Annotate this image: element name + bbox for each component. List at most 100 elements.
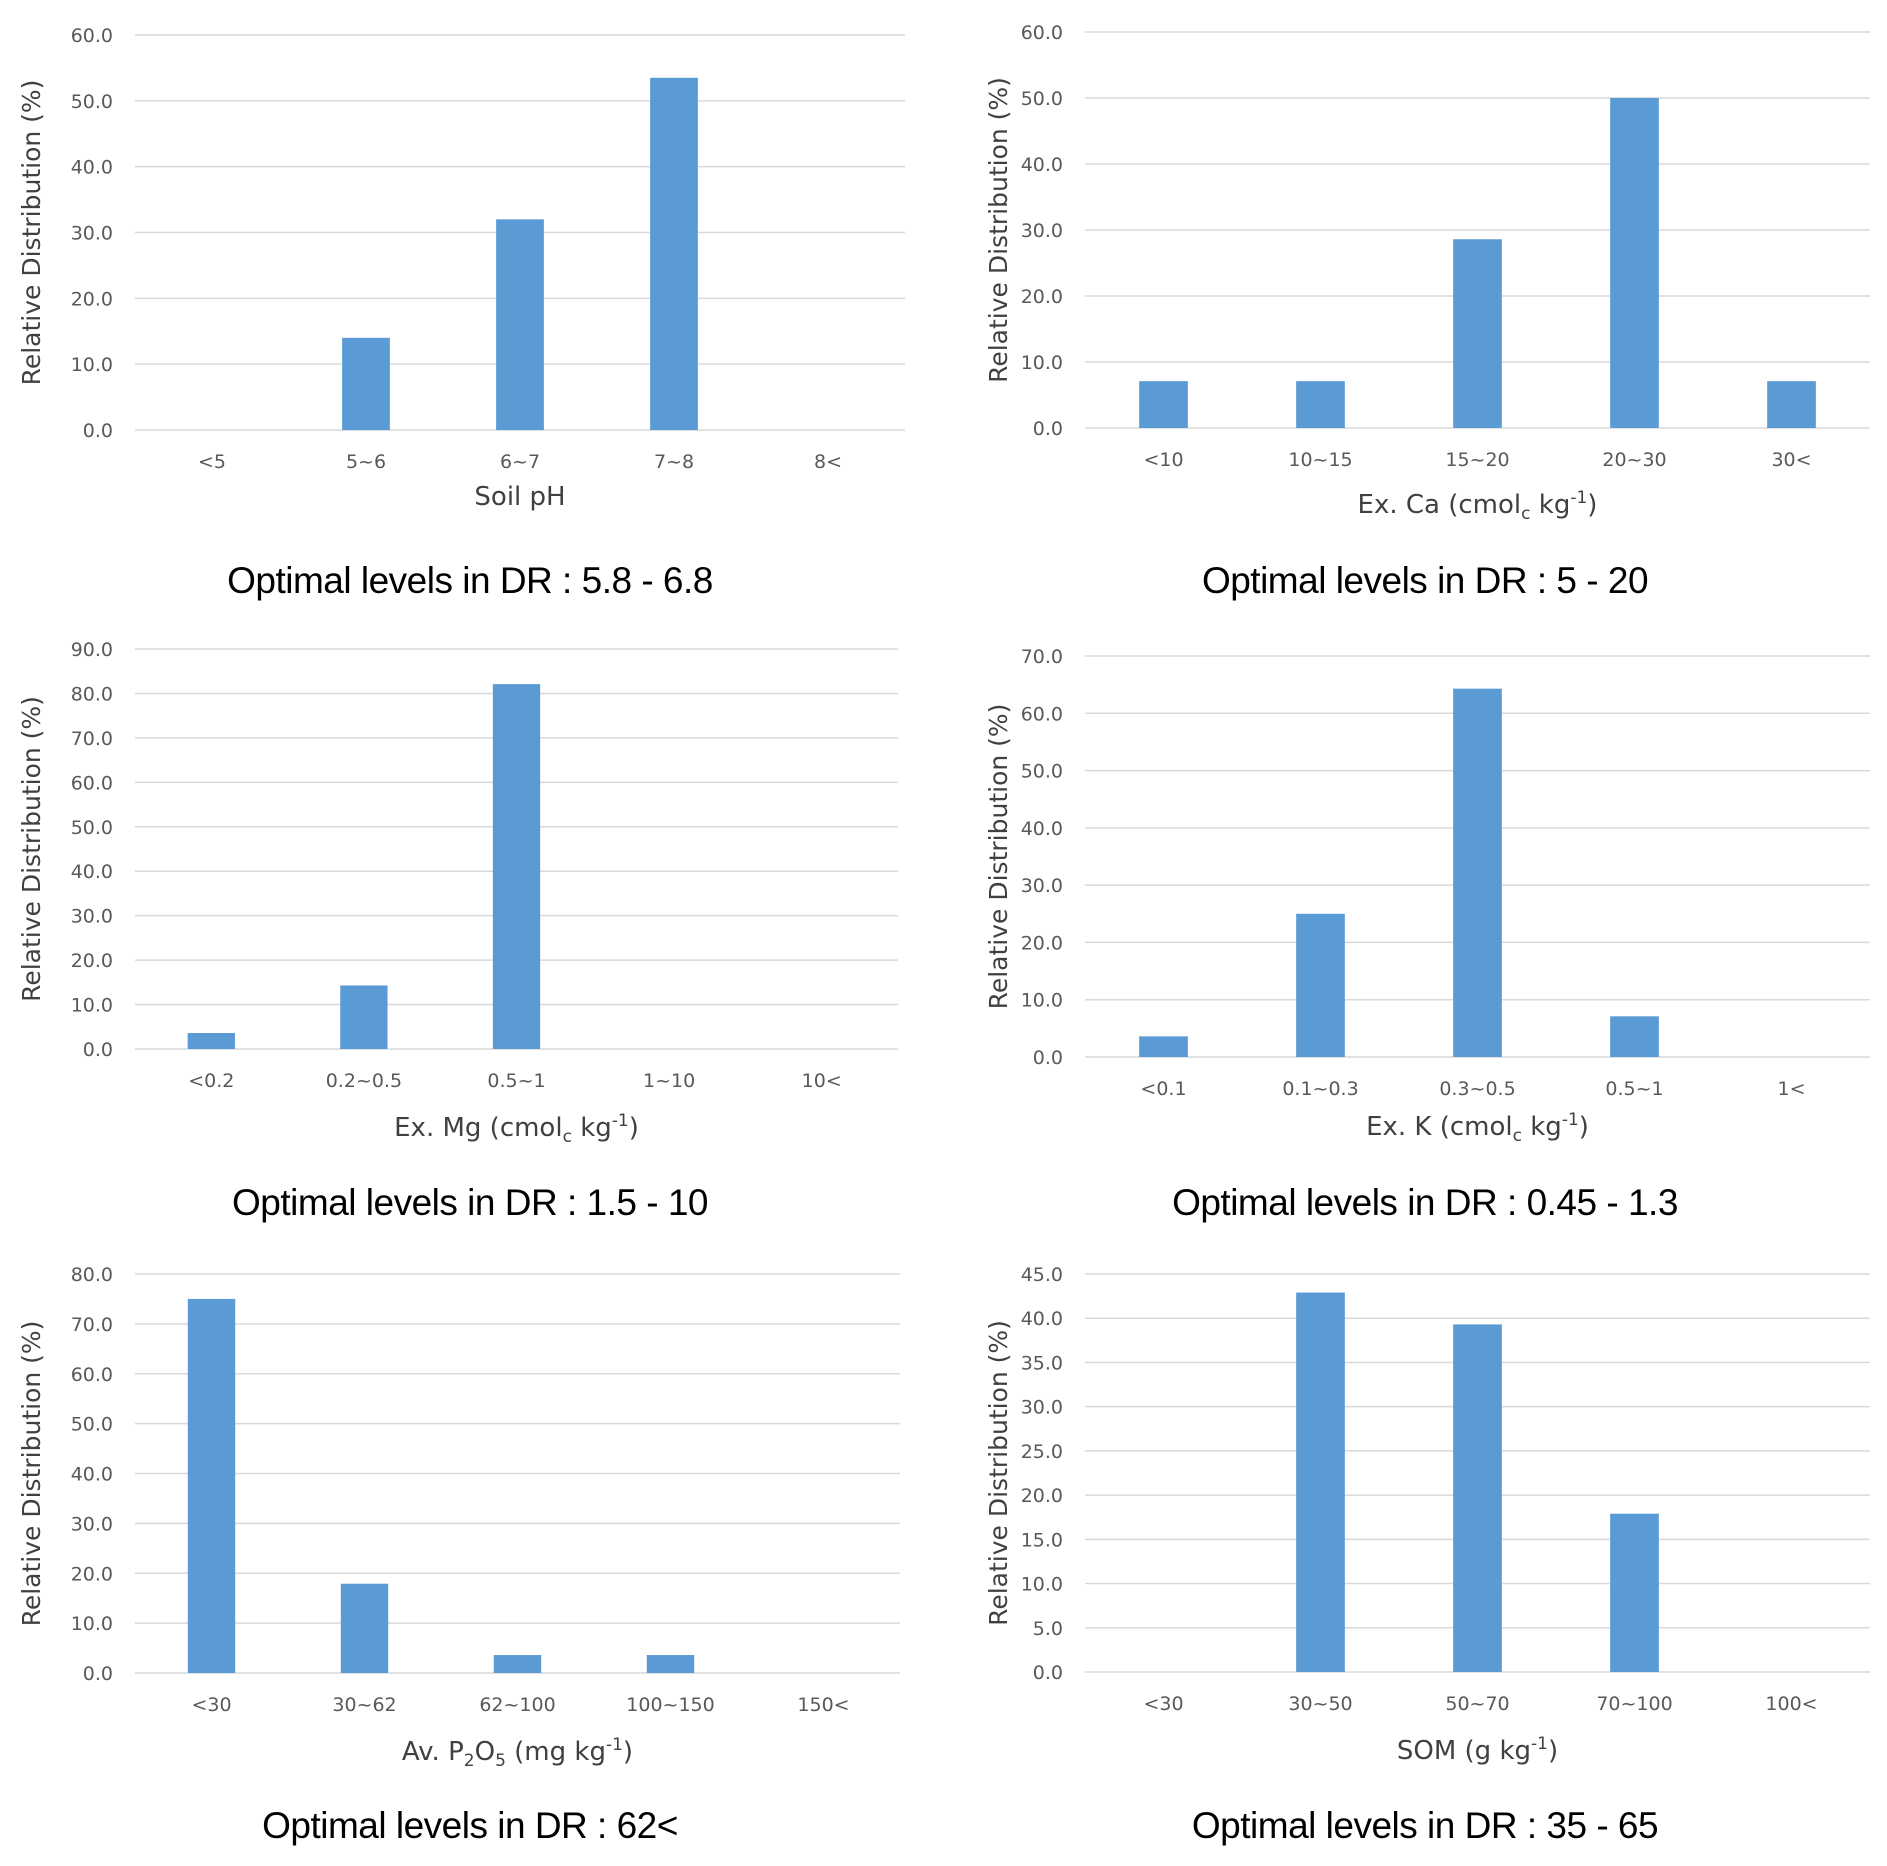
y-tick-label: 30.0 (1021, 875, 1063, 897)
y-tick-label: 20.0 (1021, 286, 1063, 308)
bar-5-6 (342, 337, 390, 430)
y-tick-label: 20.0 (71, 950, 113, 972)
y-tick-label: 0.0 (83, 1039, 113, 1061)
bar-15-20 (1453, 239, 1502, 428)
x-axis-label-mid2: (mg kg (506, 1737, 606, 1767)
y-tick-label: 45.0 (1021, 1264, 1063, 1286)
bar-20-30 (1610, 98, 1659, 428)
x-tick-label: <0.2 (188, 1070, 234, 1092)
optimal-levels-caption: Optimal levels in DR : 0.45 - 1.3 (1172, 1182, 1678, 1223)
x-tick-label: <30 (191, 1694, 231, 1716)
x-axis-label-mid: kg (1522, 1112, 1562, 1142)
y-tick-label: 10.0 (1021, 1574, 1063, 1596)
x-axis-label-main: Ex. Mg (cmol (394, 1113, 562, 1143)
bar-0.5-1 (492, 684, 541, 1049)
chart-panel-ex-k: 0.0 10.0 20.0 30.0 40.0 50.0 60.0 70.0 <0.1 0.1~0… (965, 620, 1887, 1240)
x-tick-label: 0.5~1 (487, 1070, 545, 1092)
y-tick-label: 20.0 (1021, 932, 1063, 954)
bar-chart-ex-k: 0.0 10.0 20.0 30.0 40.0 50.0 60.0 70.0 <0.1 0.1~0… (984, 646, 1870, 1146)
chart-panel-som: 0.0 5.0 10.0 15.0 20.0 25.0 30.0 35.0 40.0 45.0 <3… (965, 1245, 1887, 1865)
bar-lt10 (1139, 381, 1188, 428)
y-tick-label: 40.0 (1021, 1308, 1063, 1330)
y-tick-label: 30.0 (1021, 1397, 1063, 1419)
y-tick-label: 80.0 (71, 1264, 113, 1286)
y-tick-label: 50.0 (71, 91, 113, 113)
y-axis-label: Relative Distribution (%) (17, 696, 46, 1002)
x-tick-label: <5 (198, 451, 226, 473)
x-tick-label: <10 (1143, 449, 1183, 471)
x-axis-label-sub: c (563, 1127, 572, 1147)
x-axis-label-mid: kg (572, 1113, 612, 1143)
chart-panel-soil-ph: 0.0 10.0 20.0 30.0 40.0 50.0 60.0 <5 5~6 6~7 7~8 8<… (0, 0, 940, 620)
x-tick-label: <30 (1143, 1693, 1183, 1715)
y-tick-label: 30.0 (71, 223, 113, 245)
x-tick-label: 30< (1771, 449, 1811, 471)
bar-0.2-0.5 (340, 985, 388, 1049)
optimal-levels-caption: Optimal levels in DR : 35 - 65 (1191, 1805, 1659, 1846)
x-axis-label-main: Av. P (402, 1737, 464, 1767)
x-tick-label: 50~70 (1445, 1693, 1509, 1715)
x-axis-label-sub2: 5 (495, 1751, 506, 1771)
x-tick-label: 8< (814, 451, 842, 473)
y-tick-label: 0.0 (1033, 1662, 1063, 1684)
y-axis-label: Relative Distribution (%) (984, 1320, 1013, 1626)
bar-lt30 (187, 1298, 236, 1673)
bar-30lt (1767, 381, 1816, 428)
y-tick-label: 5.0 (1033, 1618, 1063, 1640)
y-tick-label: 10.0 (71, 995, 113, 1017)
y-tick-label: 20.0 (71, 1563, 113, 1585)
x-tick-label: 70~100 (1596, 1693, 1672, 1715)
optimal-levels-caption: Optimal levels in DR : 62< (262, 1805, 678, 1846)
y-tick-label: 70.0 (71, 728, 113, 750)
x-axis-label-sup: -1 (1570, 488, 1587, 508)
x-tick-label: 10~15 (1288, 449, 1352, 471)
y-tick-label: 60.0 (71, 772, 113, 794)
x-axis-label-sup: -1 (606, 1735, 623, 1755)
x-tick-label: 0.3~0.5 (1439, 1078, 1515, 1100)
x-axis-label: Ex. Ca (cmolc kg-1) (1358, 488, 1598, 524)
bar-50-70 (1453, 1324, 1502, 1672)
chart-panel-av-p2o5: 0.0 10.0 20.0 30.0 40.0 50.0 60.0 70.0 80.0 <30 30… (0, 1245, 940, 1865)
x-axis-label-tail: ) (629, 1113, 639, 1143)
x-axis-label-main: Ex. K (cmol (1366, 1112, 1513, 1142)
y-tick-label: 25.0 (1021, 1441, 1063, 1463)
y-tick-label: 0.0 (1033, 1047, 1063, 1069)
y-axis-label: Relative Distribution (%) (984, 704, 1013, 1010)
x-tick-label: 0.5~1 (1605, 1078, 1663, 1100)
chart-panel-ex-ca: 0.0 10.0 20.0 30.0 40.0 50.0 60.0 <10 10~15 15~20… (965, 0, 1887, 620)
bar-0.1-0.3 (1296, 913, 1345, 1057)
bar-chart-ex-ca: 0.0 10.0 20.0 30.0 40.0 50.0 60.0 <10 10~15 15~20… (984, 22, 1870, 524)
x-tick-label: 7~8 (654, 451, 694, 473)
x-tick-label: 5~6 (346, 451, 386, 473)
x-axis-label-sub: c (1521, 504, 1530, 524)
y-tick-label: 60.0 (71, 1364, 113, 1386)
y-tick-label: 90.0 (71, 639, 113, 661)
x-axis-label-sup: -1 (1562, 1110, 1579, 1130)
x-tick-label: 30~62 (332, 1694, 396, 1716)
y-tick-label: 50.0 (1021, 761, 1063, 783)
x-axis-label-sup: -1 (612, 1111, 629, 1131)
bar-7-8 (650, 77, 698, 431)
x-tick-label: 30~50 (1288, 1693, 1352, 1715)
y-tick-label: 40.0 (1021, 818, 1063, 840)
bar-10-15 (1296, 381, 1345, 428)
optimal-levels-caption: Optimal levels in DR : 1.5 - 10 (232, 1182, 708, 1223)
bar-lt0.2 (187, 1033, 235, 1049)
y-tick-label: 10.0 (71, 354, 113, 376)
y-axis-label: Relative Distribution (%) (984, 77, 1013, 383)
x-axis-label-mid: kg (1531, 490, 1571, 520)
bar-0.3-0.5 (1453, 688, 1502, 1057)
y-tick-label: 10.0 (1021, 352, 1063, 374)
x-tick-label: 10< (802, 1070, 842, 1092)
y-tick-label: 80.0 (71, 683, 113, 705)
bar-100-150 (646, 1655, 695, 1673)
y-tick-label: 60.0 (1021, 703, 1063, 725)
x-axis-label-sub: 2 (464, 1751, 475, 1771)
y-tick-label: 35.0 (1021, 1352, 1063, 1374)
x-axis-label: Ex. K (cmolc kg-1) (1366, 1110, 1589, 1146)
x-tick-label: 150< (797, 1694, 849, 1716)
x-axis-label: Soil pH (474, 482, 565, 512)
y-axis-label: Relative Distribution (%) (17, 1321, 46, 1627)
x-axis-label-tail: ) (1548, 1736, 1558, 1766)
x-axis-label-mid: O (475, 1737, 495, 1767)
